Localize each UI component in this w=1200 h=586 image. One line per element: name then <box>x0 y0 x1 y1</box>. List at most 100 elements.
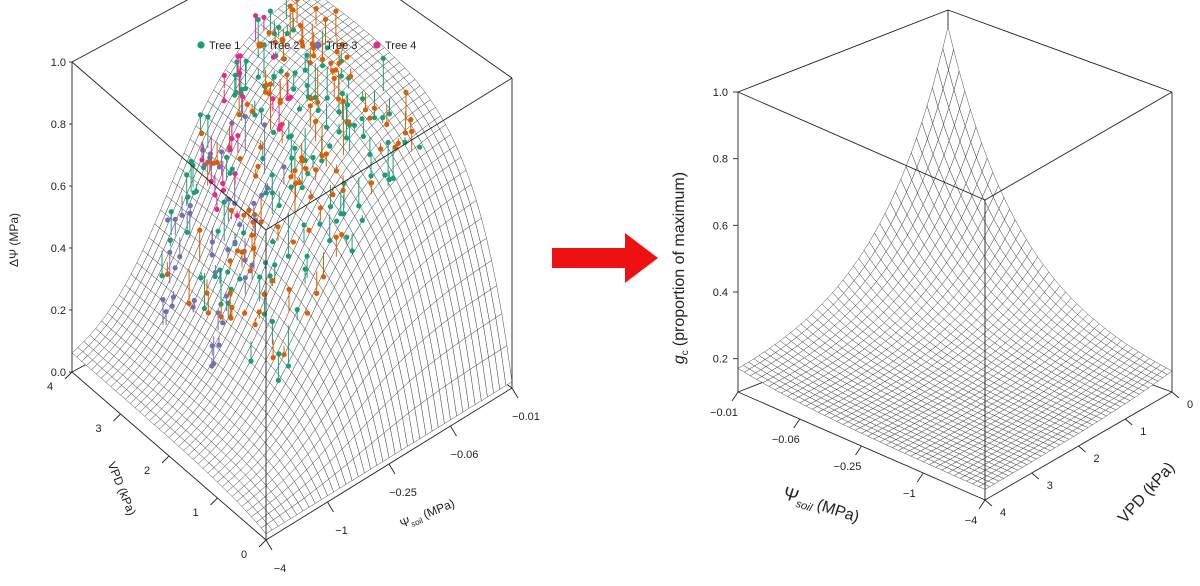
data-point <box>197 112 203 118</box>
right-gc-symbol: g <box>671 355 688 364</box>
right-box-front-edges <box>731 91 1180 510</box>
data-point <box>308 194 314 200</box>
data-point <box>246 207 252 213</box>
data-point <box>177 254 183 260</box>
left-box-front-edges <box>64 61 519 551</box>
right-psi-tick: −4 <box>965 515 978 527</box>
data-point <box>271 129 277 135</box>
data-point <box>277 100 283 106</box>
left-vpd-tick: 2 <box>144 465 150 477</box>
data-point <box>264 185 271 191</box>
vpd-tick-mark <box>1078 445 1086 453</box>
data-point <box>317 221 323 227</box>
data-point <box>269 172 275 178</box>
data-point <box>225 269 231 275</box>
data-point <box>229 135 235 142</box>
left-vpd-tick: 1 <box>192 507 198 519</box>
data-point <box>333 168 339 174</box>
data-point <box>169 303 175 309</box>
data-point <box>205 114 211 120</box>
data-point <box>263 82 270 88</box>
data-point <box>258 107 264 113</box>
data-point <box>251 245 257 251</box>
right-z-tick: 0.8 <box>713 154 728 166</box>
data-point <box>167 237 173 243</box>
data-point <box>200 147 206 153</box>
box-edge <box>737 9 949 93</box>
data-point <box>292 70 298 76</box>
data-point <box>209 363 215 369</box>
data-point <box>367 115 373 121</box>
data-point <box>319 158 325 164</box>
data-point <box>278 68 284 74</box>
right-surface-mesh <box>737 26 1173 490</box>
data-point <box>186 300 192 307</box>
data-point <box>241 230 247 236</box>
right-vpd-tick: 3 <box>1047 480 1053 492</box>
data-point <box>217 267 223 273</box>
data-point <box>310 154 316 161</box>
data-point <box>263 190 269 196</box>
data-point <box>236 112 242 118</box>
right-psi-symbol: Ψ <box>781 483 801 507</box>
left-psi-axis-ticks: −4 −1 −0.25 −0.06 −0.01 <box>274 411 540 575</box>
data-point <box>292 167 298 174</box>
data-point <box>160 297 166 303</box>
data-point <box>259 192 265 198</box>
psi-tick-mark <box>388 463 396 475</box>
right-psi-axis-ticks: −0.01 −0.06 −0.25 −1 −4 <box>710 407 977 527</box>
data-point <box>285 253 291 259</box>
left-scatter-points <box>159 0 423 383</box>
data-point <box>301 222 307 228</box>
data-point <box>339 41 345 48</box>
data-point <box>296 179 303 186</box>
data-point <box>275 377 281 383</box>
data-point <box>302 266 308 272</box>
data-point <box>201 305 208 312</box>
data-point <box>225 246 231 253</box>
surface-facet <box>978 483 991 490</box>
data-point <box>371 105 377 111</box>
data-point <box>212 273 218 280</box>
data-point <box>242 114 248 120</box>
data-point <box>234 213 240 219</box>
data-point <box>276 24 282 30</box>
data-point <box>255 17 261 23</box>
surface-facet <box>314 0 321 3</box>
box-edge <box>71 61 267 231</box>
right-psi-tick: −0.25 <box>834 461 862 473</box>
data-point <box>248 358 254 364</box>
data-point <box>330 192 336 198</box>
left-z-tick: 0.0 <box>51 367 66 379</box>
data-point <box>360 96 366 102</box>
data-point <box>266 91 272 97</box>
data-point <box>269 318 275 325</box>
data-point <box>228 286 234 292</box>
data-point <box>284 72 290 78</box>
data-point <box>232 72 238 78</box>
data-point <box>392 144 398 150</box>
data-point <box>307 60 313 66</box>
data-point <box>262 122 268 128</box>
data-point <box>294 307 300 313</box>
legend-marker-tree-1 <box>197 41 205 49</box>
data-point <box>336 60 342 66</box>
data-point <box>279 36 285 43</box>
data-point <box>327 204 334 210</box>
data-point <box>187 203 193 209</box>
data-point <box>294 0 300 2</box>
data-point <box>262 260 269 266</box>
data-point <box>271 30 277 37</box>
data-point <box>204 290 210 296</box>
data-point <box>306 227 312 233</box>
left-vpd-axis-label: VPD (kPa) <box>105 460 139 518</box>
data-point <box>257 274 263 280</box>
right-gc-rest: (proportion of maximum) <box>671 172 688 346</box>
right-vpd-axis-label: VPD (kPa) <box>1115 459 1178 527</box>
data-point <box>232 171 238 177</box>
data-point <box>313 6 319 12</box>
right-z-axis-ticks: 0.2 0.4 0.6 0.8 1.0 <box>713 87 728 366</box>
data-point <box>172 216 178 222</box>
data-point <box>385 139 391 146</box>
data-point <box>242 275 248 281</box>
